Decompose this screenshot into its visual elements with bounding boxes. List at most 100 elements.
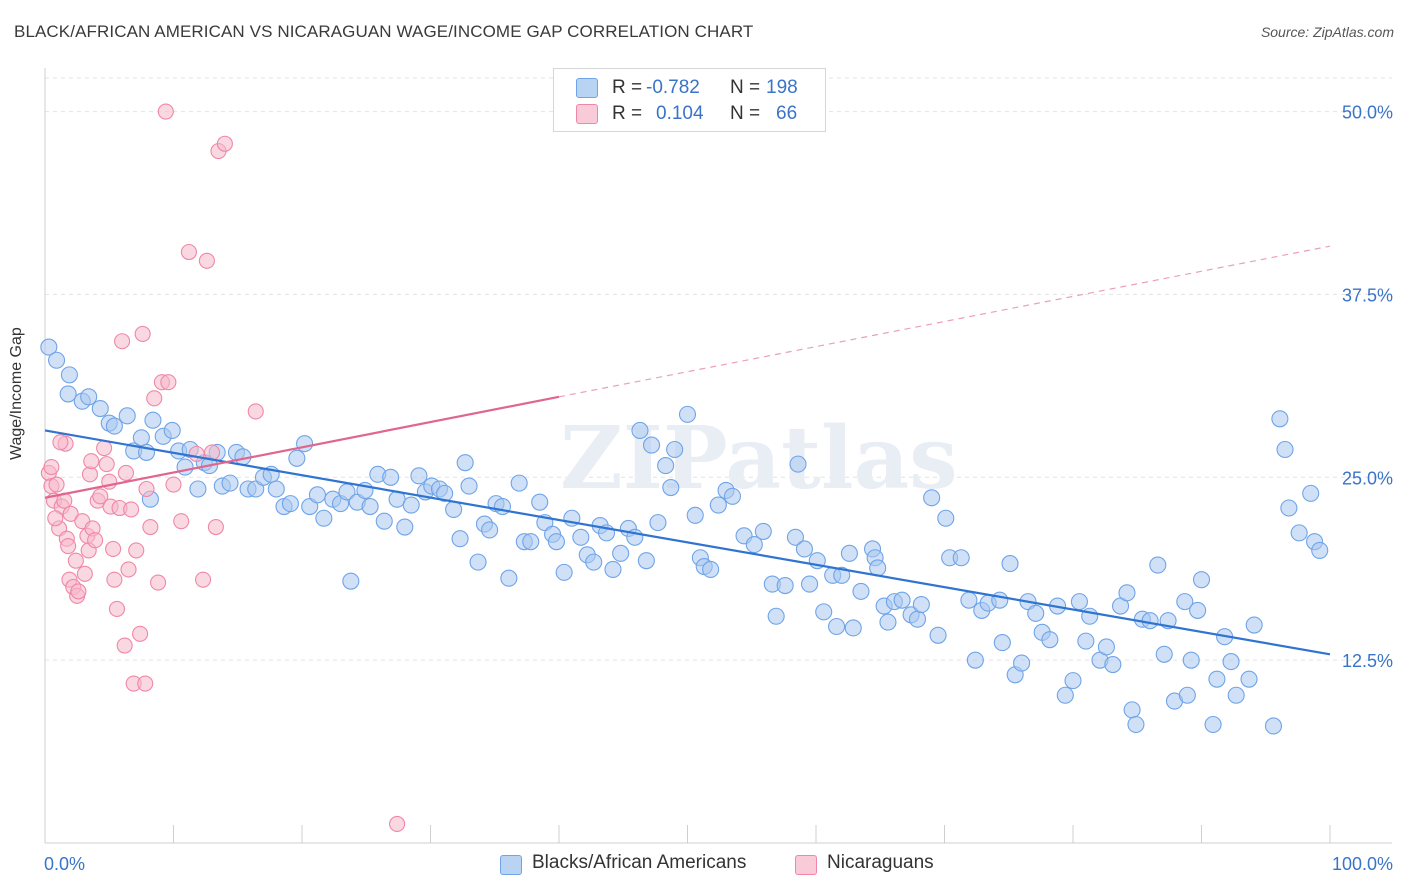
data-point-blacks [833,566,851,584]
data-point-blacks [991,591,1009,609]
data-point-nicaraguans [123,501,140,518]
data-point-blacks [912,596,930,614]
data-point-blacks [966,651,984,669]
chart-title: BLACK/AFRICAN AMERICAN VS NICARAGUAN WAG… [14,22,754,41]
legend-row-nicaraguans: R = 0.104 N = 66 [554,101,824,127]
data-point-blacks [585,553,603,571]
data-point-blacks [555,563,573,581]
data-point-blacks [1290,524,1308,542]
data-point-blacks [662,478,680,497]
data-point-blacks [522,533,540,551]
data-point-blacks [221,474,239,492]
bottom-legend-swatch-blue [500,855,522,875]
data-point-nicaraguans [134,325,151,342]
series-nicaraguans-points [40,103,406,833]
data-point-blacks [1097,638,1115,656]
data-point-blacks [1276,440,1294,459]
data-point-blacks [801,575,819,593]
data-point-blacks [80,388,98,406]
data-point-nicaraguans [106,571,123,588]
data-point-blacks [786,528,804,546]
data-point-blacks [1013,654,1031,672]
data-point-blacks [288,449,306,467]
data-point-nicaraguans [160,374,177,391]
data-point-blacks [666,440,684,459]
data-point-nicaraguans [70,583,87,600]
legend-swatch-blue [576,78,598,98]
data-point-blacks [436,484,454,502]
data-point-blacks [1178,686,1196,704]
data-point-blacks [754,522,772,540]
data-point-nicaraguans [137,675,154,692]
data-point-blacks [1192,571,1211,589]
data-point-nicaraguans [389,815,406,833]
y-tick-label: 12.5% [1342,651,1393,671]
data-point-blacks [1245,616,1263,634]
data-point-blacks [382,468,400,486]
data-point-nicaraguans [142,518,159,536]
data-point-blacks [176,458,194,476]
data-point-blacks [48,351,66,369]
data-point-blacks [281,495,299,513]
trend-line-nicaraguans [44,395,560,499]
data-point-nicaraguans [128,542,145,559]
data-point-blacks [723,487,742,505]
data-point-nicaraguans [195,571,212,588]
data-point-blacks [604,560,622,578]
data-point-nicaraguans [48,476,65,493]
data-point-nicaraguans [138,480,155,498]
data-point-blacks [702,560,720,578]
data-point-blacks [709,496,727,514]
data-point-blacks [60,366,78,384]
data-point-blacks [308,486,326,504]
data-point-blacks [163,421,181,440]
data-point-blacks [1027,604,1045,622]
data-point-blacks [547,533,565,551]
data-point-blacks [91,399,109,418]
data-point-nicaraguans [52,434,69,451]
data-point-nicaraguans [157,103,174,120]
data-point-blacks [189,480,207,498]
data-point-blacks [1149,556,1167,574]
series-blacks-points [40,338,1329,735]
data-point-nicaraguans [114,333,131,350]
data-point-blacks [267,480,285,498]
data-point-blacks [144,411,162,429]
data-point-blacks [1118,584,1136,602]
data-point-nicaraguans [165,476,182,493]
data-point-blacks [1064,672,1082,690]
x-tick-label: 100.0% [1332,854,1393,874]
data-point-blacks [375,512,393,530]
data-point-blacks [960,591,978,609]
data-point-blacks [342,572,360,590]
data-point-blacks [657,457,675,475]
x-tick-label: 0.0% [44,854,85,874]
data-point-nicaraguans [43,458,60,476]
data-point-nicaraguans [98,456,115,473]
data-point-nicaraguans [146,390,163,407]
tick-labels: 12.5% 25.0% 37.5% 50.0% 0.0% 100.0% [44,103,1393,874]
data-point-blacks [410,467,428,485]
data-point-blacks [1280,499,1298,517]
data-point-blacks [1204,715,1222,734]
source-label: Source: ZipAtlas.com [1260,24,1394,40]
data-point-blacks [1056,686,1074,704]
data-point-nicaraguans [132,625,149,642]
data-point-blacks [132,429,150,447]
y-tick-label: 37.5% [1342,285,1393,305]
data-point-blacks [1127,715,1145,734]
legend-r-value: -0.782 [646,77,700,98]
data-point-blacks [1271,410,1289,428]
data-point-nicaraguans [67,552,84,569]
legend-n-value: 66 [776,103,798,124]
data-point-blacks [929,626,947,644]
data-point-blacks [952,549,970,567]
data-point-nicaraguans [198,252,215,269]
data-point-blacks [649,514,667,532]
data-point-blacks [500,569,518,587]
data-point-nicaraguans [60,537,77,555]
data-point-blacks [631,421,649,440]
data-point-blacks [678,405,697,423]
trend-line-nicaraguans-extrapolated [558,245,1331,398]
data-point-blacks [296,435,314,453]
